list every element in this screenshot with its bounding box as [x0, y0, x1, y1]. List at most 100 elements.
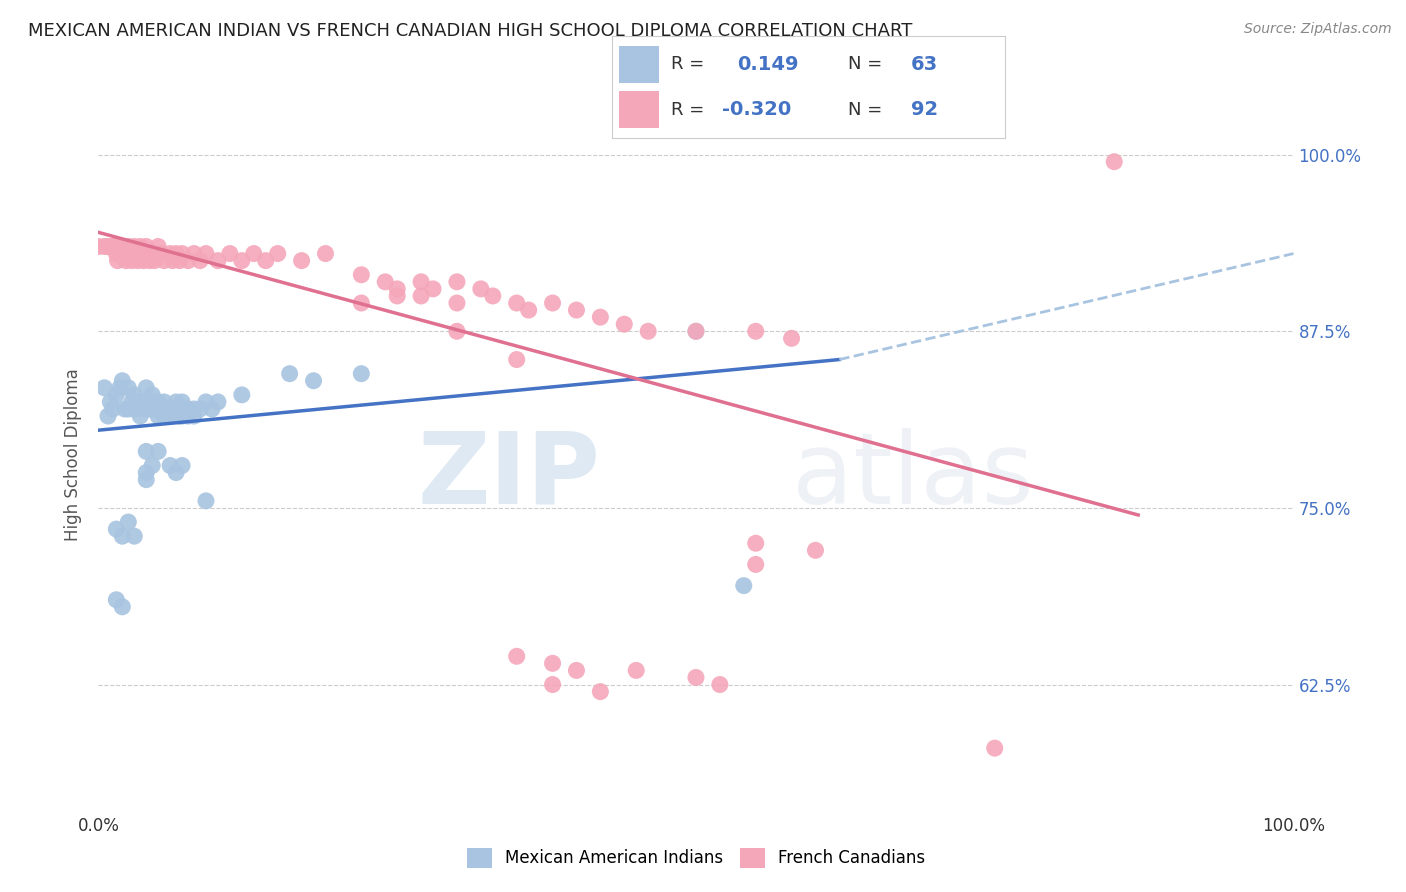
Point: [565, 664, 588, 678]
Point: [231, 388, 253, 402]
Text: 63: 63: [911, 55, 938, 74]
Point: [207, 395, 229, 409]
Point: [117, 402, 139, 417]
Point: [121, 253, 143, 268]
Point: [139, 253, 162, 268]
Point: [132, 253, 155, 268]
Point: [165, 402, 187, 417]
Point: [1102, 154, 1125, 169]
Point: [745, 536, 768, 550]
Point: [637, 324, 659, 338]
Point: [111, 239, 134, 253]
Text: 0.149: 0.149: [738, 55, 799, 74]
Text: ZIP: ZIP: [418, 428, 600, 524]
Point: [446, 275, 468, 289]
Point: [172, 246, 194, 260]
Point: [207, 253, 229, 268]
Point: [101, 402, 124, 417]
Legend: Mexican American Indians, French Canadians: Mexican American Indians, French Canadia…: [460, 841, 932, 875]
Point: [135, 444, 157, 458]
Point: [243, 246, 266, 260]
Point: [129, 239, 152, 253]
Text: 92: 92: [911, 100, 938, 119]
Point: [541, 657, 564, 671]
Point: [117, 515, 139, 529]
Point: [315, 246, 337, 260]
Point: [385, 289, 409, 303]
Point: [470, 282, 492, 296]
Point: [117, 239, 139, 253]
Point: [114, 402, 136, 417]
Point: [114, 246, 136, 260]
Point: [194, 246, 218, 260]
Point: [506, 649, 529, 664]
Point: [194, 395, 218, 409]
Point: [141, 246, 163, 260]
Point: [105, 246, 128, 260]
Point: [124, 388, 146, 402]
Point: [565, 303, 588, 318]
Point: [124, 239, 146, 253]
Point: [148, 444, 170, 458]
Point: [194, 493, 218, 508]
Point: [745, 558, 768, 572]
Point: [201, 402, 224, 417]
Point: [117, 381, 139, 395]
Point: [111, 374, 134, 388]
Point: [350, 296, 373, 310]
Point: [153, 253, 176, 268]
Text: N =: N =: [848, 101, 882, 119]
Point: [267, 246, 290, 260]
Point: [374, 275, 396, 289]
Text: -0.320: -0.320: [721, 100, 792, 119]
Point: [177, 402, 200, 417]
Point: [120, 246, 142, 260]
Point: [107, 253, 129, 268]
Point: [177, 409, 200, 423]
Point: [411, 275, 433, 289]
Point: [138, 246, 160, 260]
Point: [115, 253, 138, 268]
Point: [97, 409, 120, 423]
Point: [105, 388, 128, 402]
Point: [162, 253, 184, 268]
Point: [231, 253, 253, 268]
Text: Source: ZipAtlas.com: Source: ZipAtlas.com: [1244, 22, 1392, 37]
Text: atlas: atlas: [792, 428, 1033, 524]
Point: [111, 529, 134, 543]
Point: [446, 324, 468, 338]
Point: [169, 409, 191, 423]
Point: [745, 324, 768, 338]
Point: [984, 741, 1007, 756]
Point: [804, 543, 827, 558]
Point: [446, 296, 468, 310]
Point: [613, 317, 636, 331]
Point: [183, 246, 205, 260]
Point: [780, 331, 803, 345]
Point: [135, 473, 157, 487]
Point: [278, 367, 301, 381]
Point: [135, 466, 157, 480]
Point: [541, 296, 564, 310]
Point: [141, 388, 163, 402]
Point: [183, 409, 205, 423]
Point: [165, 246, 187, 260]
Point: [517, 303, 540, 318]
Point: [481, 289, 505, 303]
Bar: [620, 91, 659, 128]
Point: [135, 402, 157, 417]
Point: [111, 599, 134, 614]
Point: [254, 253, 277, 268]
Point: [172, 395, 194, 409]
Point: [159, 458, 181, 473]
Point: [709, 677, 731, 691]
Point: [104, 239, 127, 253]
Point: [124, 402, 146, 417]
Point: [145, 395, 167, 409]
Point: [685, 324, 707, 338]
Point: [153, 395, 176, 409]
Point: [129, 402, 152, 417]
Point: [105, 592, 128, 607]
Point: [121, 395, 143, 409]
Point: [148, 409, 170, 423]
